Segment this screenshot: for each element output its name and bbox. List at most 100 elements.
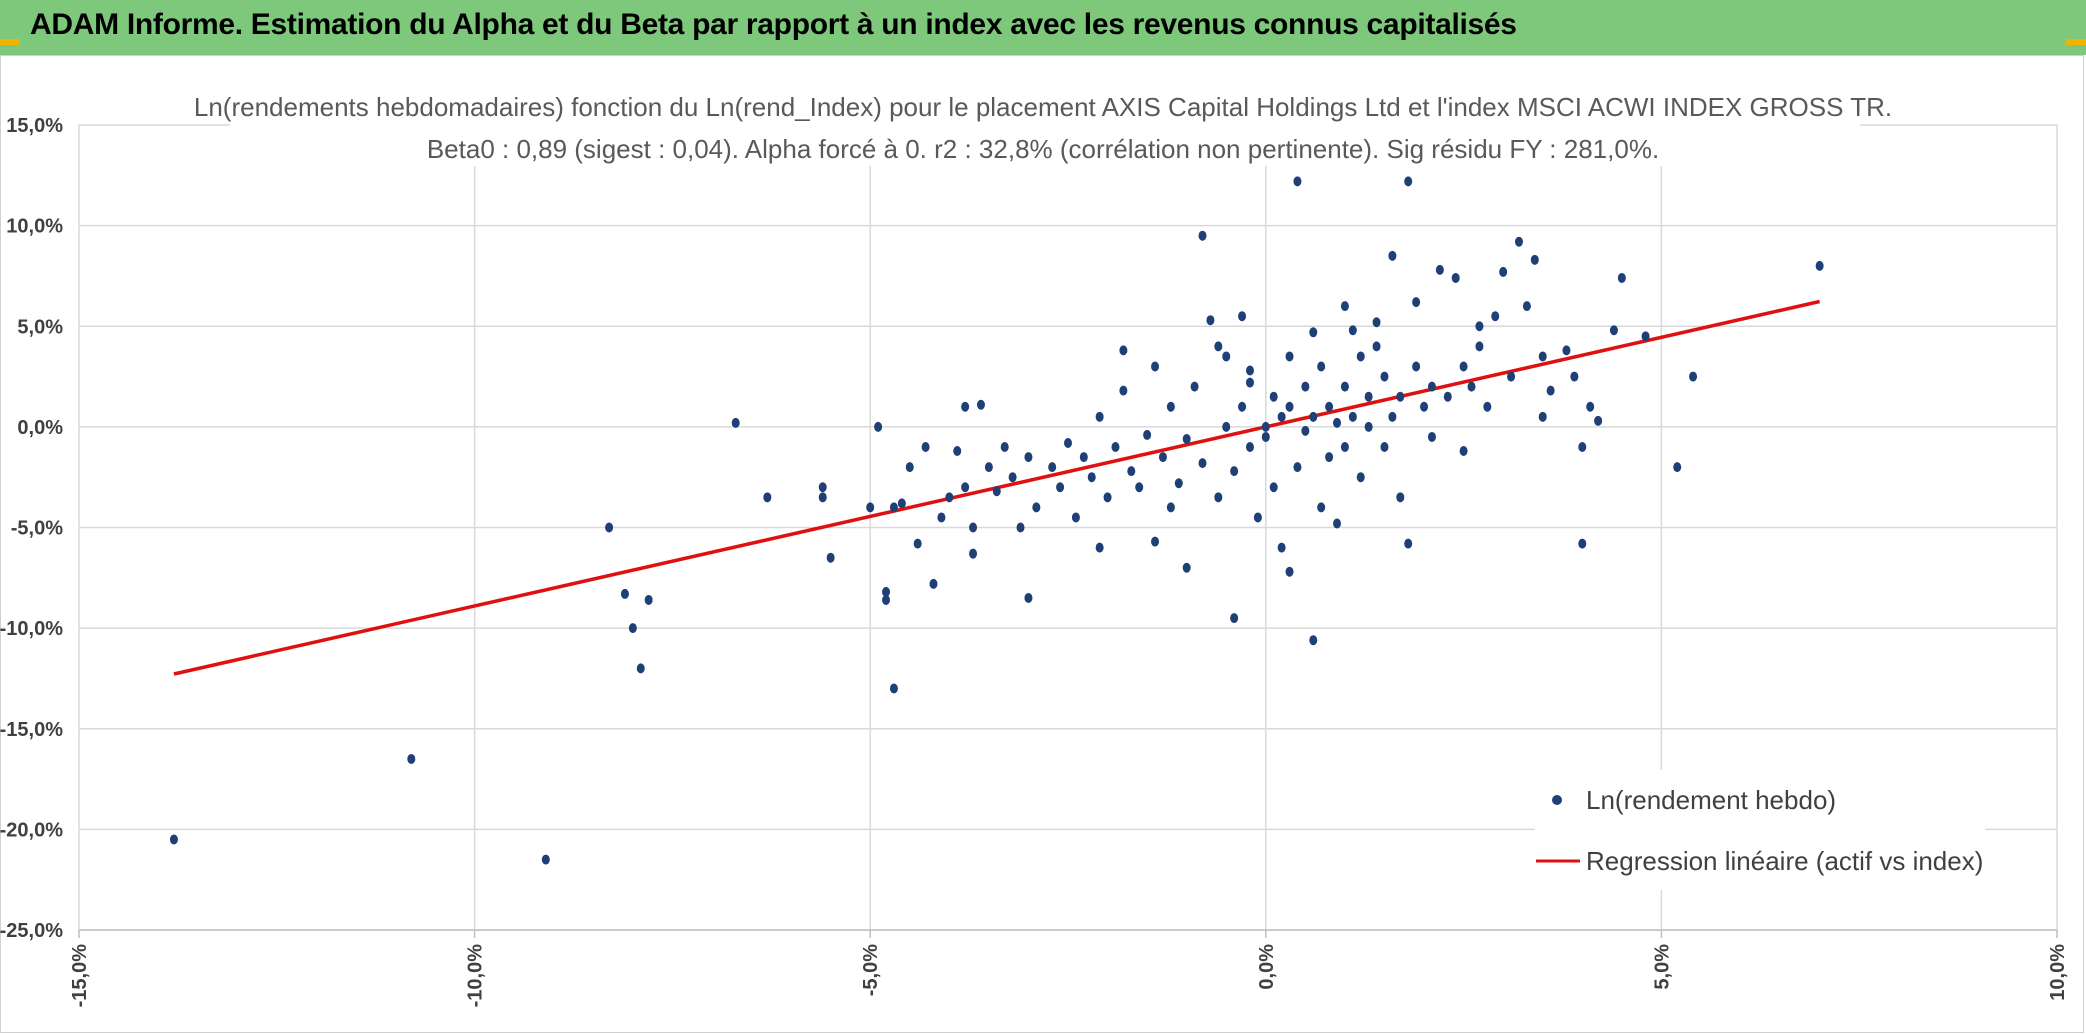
- data-point: [1214, 492, 1223, 503]
- data-point: [969, 522, 978, 533]
- data-point: [1459, 446, 1468, 457]
- data-point: [1507, 371, 1516, 382]
- data-point: [1578, 538, 1587, 549]
- data-point: [905, 462, 914, 473]
- data-point: [1475, 321, 1484, 332]
- y-axis-tick-labels: 15,0% 10,0% 5,0% 0,0% -5,0% -10,0% -15,0% -20,0…: [0, 115, 63, 942]
- data-point: [1815, 260, 1824, 271]
- report-title: ADAM Informe. Estimation du Alpha et du …: [30, 8, 1517, 41]
- data-point: [1151, 361, 1160, 372]
- data-point: [1388, 411, 1397, 422]
- data-point: [1095, 411, 1104, 422]
- data-point: [1056, 482, 1065, 493]
- data-point: [874, 421, 883, 432]
- y-tick-label: -15,0%: [0, 719, 63, 741]
- data-point: [1285, 351, 1294, 362]
- data-point: [1491, 311, 1500, 322]
- data-point: [1364, 421, 1373, 432]
- x-tick-label: -10,0%: [465, 944, 487, 1008]
- data-point: [1016, 522, 1025, 533]
- data-point: [818, 492, 827, 503]
- data-point: [1048, 462, 1057, 473]
- data-point: [961, 482, 970, 493]
- data-point: [1443, 391, 1452, 402]
- chart-grid: [78, 124, 2058, 938]
- data-point: [1309, 327, 1318, 338]
- data-point: [1293, 176, 1302, 187]
- data-point: [1538, 351, 1547, 362]
- data-point: [1245, 365, 1254, 376]
- data-point: [1641, 331, 1650, 342]
- data-point: [1269, 482, 1278, 493]
- data-point: [1546, 385, 1555, 396]
- data-point: [992, 486, 1001, 497]
- data-point: [1309, 411, 1318, 422]
- data-point: [1190, 381, 1199, 392]
- data-point: [1380, 371, 1389, 382]
- legend-scatter-marker: [1552, 795, 1562, 805]
- corner-marker-left: [0, 39, 20, 45]
- x-axis-tick-labels: -15,0% -10,0% -5,0% 0,0% 5,0% 10,0%: [69, 944, 2069, 1008]
- x-tick-label: 5,0%: [1651, 944, 1673, 990]
- data-point: [1412, 297, 1421, 308]
- x-tick-label: 0,0%: [1256, 944, 1278, 990]
- data-point: [1459, 361, 1468, 372]
- data-point: [1182, 562, 1191, 573]
- data-point: [889, 502, 898, 513]
- data-point: [882, 586, 891, 597]
- data-point: [541, 854, 550, 865]
- data-point: [1230, 613, 1239, 624]
- data-point: [1325, 401, 1334, 412]
- data-point: [628, 623, 637, 634]
- data-point: [1119, 385, 1128, 396]
- data-point: [1380, 442, 1389, 452]
- data-point: [763, 492, 772, 503]
- data-point: [1427, 381, 1436, 392]
- data-point: [1530, 254, 1539, 265]
- title-background: [230, 88, 1860, 166]
- chart-title: Ln(rendements hebdomadaires) fonction du…: [194, 92, 1892, 122]
- data-point: [1238, 401, 1247, 412]
- data-point: [1594, 415, 1603, 426]
- data-point: [882, 594, 891, 605]
- data-point: [169, 834, 178, 845]
- data-point: [1514, 236, 1523, 247]
- data-point: [620, 588, 629, 599]
- x-tick-label: -5,0%: [860, 944, 882, 996]
- data-point: [1372, 341, 1381, 352]
- y-tick-label: 0,0%: [17, 417, 63, 439]
- legend: Ln(rendement hebdo) Regression linéaire …: [1535, 770, 1985, 890]
- data-point: [1135, 482, 1144, 493]
- data-point: [1285, 566, 1294, 577]
- data-point: [1689, 371, 1698, 382]
- data-point: [1182, 433, 1191, 444]
- data-point: [1206, 315, 1215, 326]
- data-point: [1095, 542, 1104, 553]
- x-tick-label: -15,0%: [69, 944, 91, 1008]
- data-point: [818, 482, 827, 493]
- data-point: [1032, 502, 1041, 513]
- data-point: [1024, 452, 1033, 463]
- data-point: [1158, 452, 1167, 463]
- data-point: [1277, 411, 1286, 422]
- data-point: [1064, 437, 1072, 448]
- data-point: [1333, 417, 1342, 428]
- data-point: [1261, 421, 1270, 432]
- data-point: [1467, 381, 1476, 392]
- data-point: [1238, 311, 1247, 322]
- data-point: [1412, 361, 1421, 372]
- data-point: [1388, 250, 1397, 261]
- data-point: [1245, 442, 1254, 452]
- x-tick-label: 10,0%: [2047, 944, 2069, 1001]
- data-point: [1293, 462, 1302, 473]
- data-point: [897, 498, 906, 509]
- data-point: [1372, 317, 1381, 328]
- data-point: [1245, 377, 1254, 388]
- y-tick-label: -5,0%: [11, 518, 63, 540]
- data-point: [1269, 391, 1278, 402]
- data-point: [1340, 381, 1349, 392]
- data-point: [1317, 361, 1326, 372]
- data-point: [1420, 401, 1429, 412]
- data-point: [866, 502, 875, 513]
- data-point: [826, 552, 835, 563]
